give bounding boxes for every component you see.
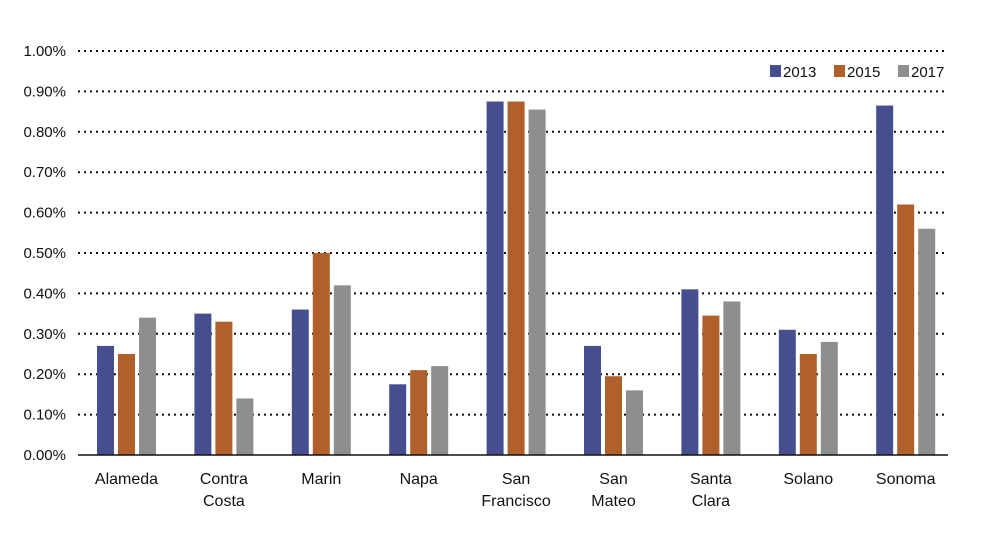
legend-swatch-2013 xyxy=(770,65,781,77)
x-category-label: Costa xyxy=(203,493,245,510)
y-tick-label: 0.10% xyxy=(23,407,66,424)
bar-2013 xyxy=(194,313,212,455)
bar-2013 xyxy=(486,101,504,455)
x-category-label: Contra xyxy=(200,471,248,488)
y-tick-label: 0.80% xyxy=(23,124,66,141)
legend-swatch-2015 xyxy=(834,65,845,77)
y-tick-label: 0.30% xyxy=(23,326,66,343)
bar-2013 xyxy=(291,309,309,455)
x-category-label: Alameda xyxy=(95,471,158,488)
x-category-label: San xyxy=(599,471,627,488)
y-tick-label: 0.00% xyxy=(23,447,66,464)
bar-2015 xyxy=(507,101,525,455)
y-tick-label: 0.50% xyxy=(23,245,66,262)
bar-2015 xyxy=(312,253,330,455)
bar-2013 xyxy=(876,105,894,455)
bar-2013 xyxy=(681,289,699,455)
y-tick-label: 1.00% xyxy=(23,43,66,60)
legend-label-2015: 2015 xyxy=(847,64,880,81)
legend: 2013 2015 2017 xyxy=(770,64,944,81)
bar-2013 xyxy=(584,345,601,455)
y-tick-label: 0.40% xyxy=(23,285,66,302)
bar-2015 xyxy=(215,321,233,455)
legend-label-2017: 2017 xyxy=(911,64,944,81)
bar-2015 xyxy=(605,376,622,455)
y-tick-label: 0.70% xyxy=(23,164,66,181)
x-category-label: Sonoma xyxy=(876,471,936,488)
bar-2013 xyxy=(389,384,407,455)
bar-2015 xyxy=(118,354,135,455)
bar-2015 xyxy=(702,315,720,455)
bar-2017 xyxy=(918,228,936,455)
x-category-label: Solano xyxy=(783,471,833,488)
y-tick-label: 0.90% xyxy=(23,83,66,100)
x-category-label: Santa xyxy=(690,471,732,488)
bar-2015 xyxy=(799,354,817,455)
bar-2017 xyxy=(723,301,741,455)
bar-2013 xyxy=(97,345,114,455)
bar-2017 xyxy=(431,366,449,455)
y-tick-label: 0.20% xyxy=(23,366,66,383)
bar-2017 xyxy=(333,285,351,455)
x-category-label: San xyxy=(502,471,530,488)
x-category-label: Napa xyxy=(400,471,438,488)
bar-2017 xyxy=(820,341,838,455)
x-category-label: Marin xyxy=(301,471,341,488)
bar-2017 xyxy=(139,317,156,455)
bar-2015 xyxy=(897,204,915,455)
bar-2017 xyxy=(236,398,254,455)
legend-swatch-2017 xyxy=(898,65,909,77)
bar-2015 xyxy=(410,370,428,455)
bars xyxy=(97,101,936,455)
bar-2017 xyxy=(626,390,643,455)
legend-label-2013: 2013 xyxy=(783,64,816,81)
x-category-label: Clara xyxy=(692,493,730,510)
y-axis-tick-labels: 0.00% 0.10% 0.20% 0.30% 0.40% 0.50% 0.60% 0.70%… xyxy=(23,43,66,464)
y-tick-label: 0.60% xyxy=(23,205,66,222)
x-category-label: Mateo xyxy=(591,493,636,510)
x-category-label: Francisco xyxy=(481,493,550,510)
bar-2017 xyxy=(528,109,546,455)
bar-2013 xyxy=(778,329,796,455)
x-axis-category-labels: Alameda Contra Costa Marin Napa San Francisco S… xyxy=(95,471,936,510)
